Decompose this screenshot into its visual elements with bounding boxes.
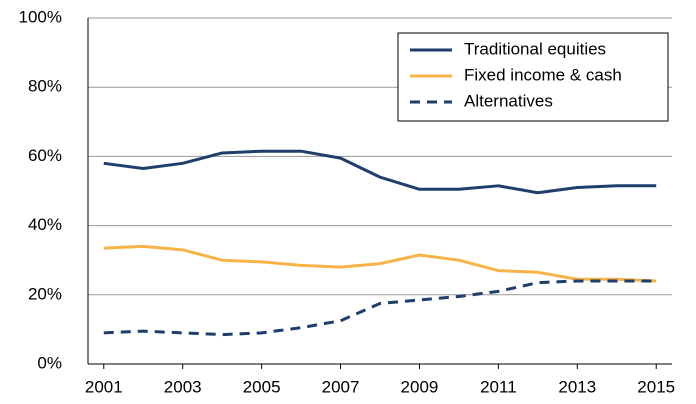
legend-label: Traditional equities	[464, 39, 606, 58]
y-tick-label: 100%	[19, 7, 62, 26]
y-tick-label: 0%	[37, 353, 62, 372]
y-tick-label: 60%	[28, 146, 62, 165]
y-tick-label: 80%	[28, 77, 62, 96]
x-tick-label: 2005	[243, 377, 281, 396]
x-tick-label: 2015	[637, 377, 675, 396]
series-line	[103, 149, 657, 195]
y-tick-label: 40%	[28, 215, 62, 234]
x-tick-label: 2007	[322, 377, 360, 396]
x-tick-label: 2003	[164, 377, 202, 396]
x-tick-label: 2011	[480, 377, 517, 396]
x-tick-label: 2013	[558, 377, 596, 396]
legend-label: Fixed income & cash	[464, 65, 622, 84]
series-line	[103, 244, 657, 283]
series-line	[103, 279, 657, 337]
x-tick-label: 2001	[85, 377, 123, 396]
y-tick-label: 20%	[28, 284, 62, 303]
legend-label: Alternatives	[464, 91, 553, 110]
x-tick-label: 2009	[401, 377, 439, 396]
